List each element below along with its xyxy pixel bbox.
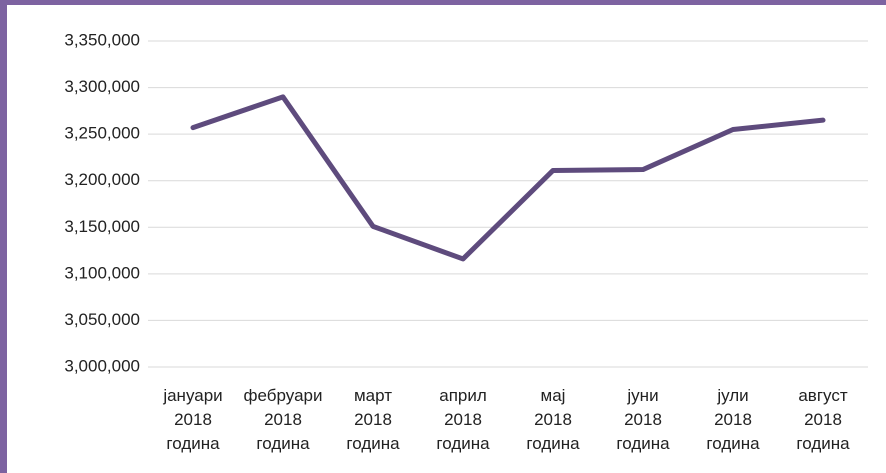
x-tick-label: фебруари 2018 година <box>243 386 323 453</box>
x-tick-label: мај 2018 година <box>526 386 580 453</box>
x-tick-label: март 2018 година <box>346 386 400 453</box>
y-tick-label: 3,250,000 <box>64 124 140 143</box>
x-tick-label: јануари 2018 година <box>163 386 223 453</box>
x-tick-label: април 2018 година <box>436 386 490 453</box>
y-tick-label: 3,050,000 <box>64 310 140 329</box>
x-tick-label: јули 2018 година <box>706 386 760 453</box>
x-tick-label: јуни 2018 година <box>616 386 670 453</box>
y-tick-label: 3,350,000 <box>64 30 140 49</box>
y-tick-label: 3,200,000 <box>64 170 140 189</box>
y-tick-label: 3,000,000 <box>64 356 140 375</box>
y-tick-label: 3,300,000 <box>64 77 140 96</box>
y-tick-label: 3,100,000 <box>64 263 140 282</box>
y-tick-label: 3,150,000 <box>64 217 140 236</box>
line <box>190 94 826 262</box>
x-tick-label: август 2018 година <box>796 386 850 453</box>
